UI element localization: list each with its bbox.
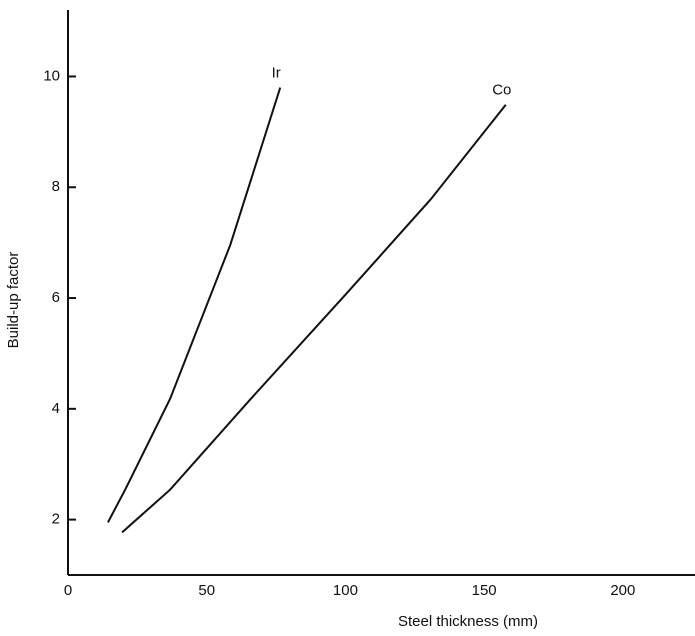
x-tick-label: 0 [64, 582, 72, 599]
x-tick-label: 200 [610, 582, 635, 599]
x-axis-label: Steel thickness (mm) [398, 613, 538, 630]
y-tick-label: 8 [52, 178, 60, 195]
x-tick-label: 100 [333, 582, 358, 599]
y-axis-label: Build-up factor [5, 252, 22, 349]
line [122, 105, 506, 533]
line [108, 88, 280, 523]
y-tick-label: 2 [52, 511, 60, 528]
y-tick-label: 6 [52, 289, 60, 306]
y-tick-label: 10 [43, 67, 60, 84]
page: {"chart_data": {"type": "line", "x_label… [0, 0, 695, 636]
series-label: Co [492, 82, 511, 99]
y-tick-label: 4 [52, 400, 60, 417]
x-tick-label: 50 [198, 582, 215, 599]
chart: Build-up factor Steel thickness (mm) 2 4 6… [0, 0, 695, 636]
x-tick-label: 150 [472, 582, 497, 599]
series-label: Ir [272, 65, 281, 82]
